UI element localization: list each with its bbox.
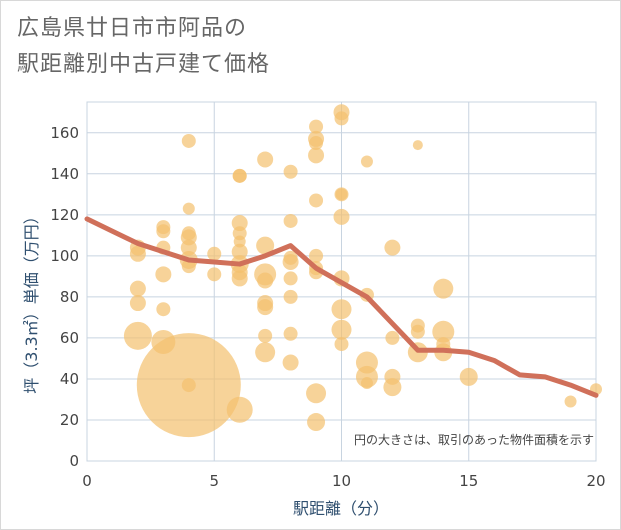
bubble-point [410, 324, 425, 339]
title-line-1: 広島県廿日市市阿品の [17, 16, 248, 41]
bubble-point [307, 413, 326, 432]
bubble-point [564, 395, 577, 408]
bubble-point [385, 330, 400, 345]
bubble-point [432, 320, 455, 343]
bubble-point [156, 302, 171, 317]
bubble-point [334, 337, 349, 352]
bubble-point [283, 213, 298, 228]
trend-line [84, 216, 599, 398]
bubble-point [123, 321, 152, 350]
x-tick-label: 20 [586, 472, 605, 490]
bubble-point [433, 278, 454, 299]
bubble-point [129, 295, 146, 312]
bubble-point [331, 319, 352, 340]
trend-line-group [84, 216, 599, 398]
bubble-point [331, 299, 352, 320]
bubble-point [231, 215, 248, 232]
bubble-point [257, 272, 274, 289]
bubble-point [226, 396, 253, 423]
bubble-point [360, 377, 373, 390]
y-tick-label: 140 [50, 165, 79, 183]
bubble-point [182, 202, 195, 215]
y-tick-label: 80 [60, 288, 79, 306]
y-tick-label: 100 [50, 247, 79, 265]
bubble-point [306, 383, 327, 404]
bubble-point [309, 136, 324, 151]
size-note: 円の大きさは、取引のあった物件面積を示す [354, 432, 594, 447]
y-tick-label: 40 [60, 370, 79, 388]
bubble-point [283, 289, 298, 304]
x-tick-label: 5 [209, 472, 219, 490]
y-axis-label: 坪（3.3㎡）単価（万円） [22, 208, 41, 393]
title-line-2: 駅距離別中古戸建て価格 [17, 52, 271, 77]
bubble-point [181, 133, 196, 148]
bubble-point [231, 270, 248, 287]
bubble-point [283, 326, 298, 341]
y-tick-label: 160 [50, 124, 79, 142]
bubble-point [412, 140, 423, 151]
bubble-point [257, 151, 274, 168]
bubble-point [180, 239, 197, 256]
bubble-point [181, 378, 196, 393]
bubble-point [283, 164, 298, 179]
bubble-point [207, 246, 222, 261]
bubble-point [335, 188, 348, 201]
y-tick-label: 0 [69, 452, 79, 470]
x-axis-label: 駅距離（分） [293, 499, 389, 518]
bubble-point [257, 299, 274, 316]
bubble-point [129, 245, 146, 262]
bubble-point [156, 224, 171, 239]
x-tick-label: 10 [332, 472, 351, 490]
x-tick-label: 15 [459, 472, 478, 490]
bubble-point [309, 119, 324, 134]
bubble-point [384, 239, 401, 256]
bubble-point [258, 328, 273, 343]
x-tick-label: 0 [82, 472, 92, 490]
bubble-point [309, 248, 324, 263]
y-tick-label: 20 [60, 411, 79, 429]
bubble-point [308, 147, 325, 164]
bubble-point [360, 155, 373, 168]
bubble-point [282, 254, 299, 271]
bubble-point [232, 168, 247, 183]
chart-title: 広島県廿日市市阿品の 駅距離別中古戸建て価格 [17, 11, 270, 83]
bubble-point [231, 243, 248, 260]
bubble-point [334, 111, 349, 126]
x-tick-labels: 0 5 10 15 20 [82, 472, 605, 490]
bubble-point [255, 342, 276, 363]
y-tick-label: 60 [60, 329, 79, 347]
bubble-point [256, 236, 275, 255]
bubble-point [459, 367, 478, 386]
bubble-point [155, 266, 172, 283]
bubble-point [129, 280, 146, 297]
bubble-point [333, 208, 350, 225]
bubble-point [282, 354, 299, 371]
y-tick-labels: 0 20 40 60 80 100 120 140 160 [50, 124, 79, 470]
y-tick-label: 120 [50, 206, 79, 224]
bubble-point [283, 271, 298, 286]
bubble-point [207, 267, 222, 282]
bubble-point [383, 378, 402, 397]
bubble-point [309, 193, 324, 208]
